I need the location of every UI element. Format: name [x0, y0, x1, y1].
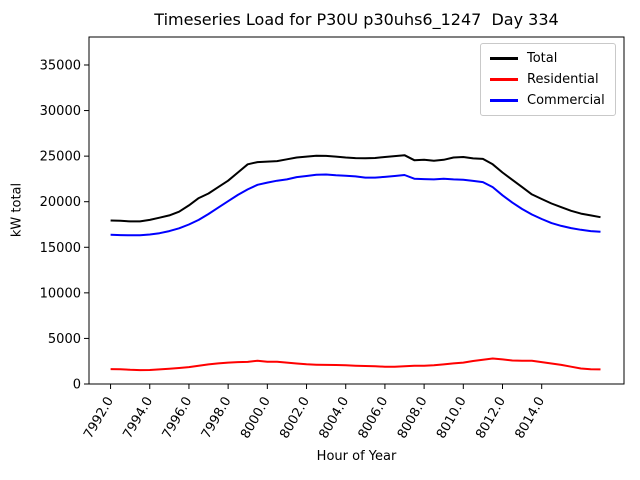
y-axis-tick-label: 20000: [40, 195, 81, 210]
commercial-line: [110, 173, 601, 237]
x-axis-tick-label: 7992.0: [81, 395, 117, 442]
legend-item-commercial: Commercial: [490, 93, 607, 107]
legend-item-total: Total: [490, 51, 607, 65]
y-axis-tick-label: 0: [73, 378, 81, 393]
x-axis-tick-label: 8008.0: [395, 395, 431, 442]
y-axis-tick-label: 35000: [40, 58, 81, 73]
chart-title: Timeseries Load for P30U p30uhs6_1247 Da…: [154, 10, 559, 29]
x-axis-tick-label: 7998.0: [199, 395, 235, 442]
legend: Total Residential Commercial: [480, 43, 616, 116]
y-axis-tick-label: 5000: [48, 332, 81, 347]
legend-label-total: Total: [527, 50, 558, 66]
x-axis-tick-label: 8010.0: [434, 395, 470, 442]
legend-swatch-commercial: [490, 98, 518, 102]
legend-label-commercial: Commercial: [527, 92, 605, 108]
y-axis-tick-label: 30000: [40, 104, 81, 119]
plot-border: [88, 36, 625, 385]
legend-swatch-total: [490, 56, 518, 60]
residential-line: [110, 357, 601, 372]
y-axis-label: kW total: [9, 182, 25, 238]
y-axis-tick-label: 10000: [40, 286, 81, 301]
y-axis-tick-label: 15000: [40, 241, 81, 256]
y-axis-tick-label: 25000: [40, 150, 81, 165]
legend-swatch-residential: [490, 77, 518, 81]
x-axis-tick-label: 7996.0: [160, 395, 196, 442]
x-axis-tick-label: 8000.0: [238, 395, 274, 442]
x-axis-tick-label: 8004.0: [316, 395, 352, 442]
x-axis-tick-label: 8014.0: [512, 395, 548, 442]
x-axis-label: Hour of Year: [316, 449, 397, 464]
legend-item-residential: Residential: [490, 72, 607, 86]
x-axis-tick-label: 7994.0: [120, 395, 156, 442]
x-axis-tick-label: 8002.0: [277, 395, 313, 442]
x-axis-tick-label: 8006.0: [356, 395, 392, 442]
x-axis-tick-label: 8012.0: [473, 395, 509, 442]
total-line: [110, 154, 601, 223]
legend-label-residential: Residential: [527, 71, 599, 87]
